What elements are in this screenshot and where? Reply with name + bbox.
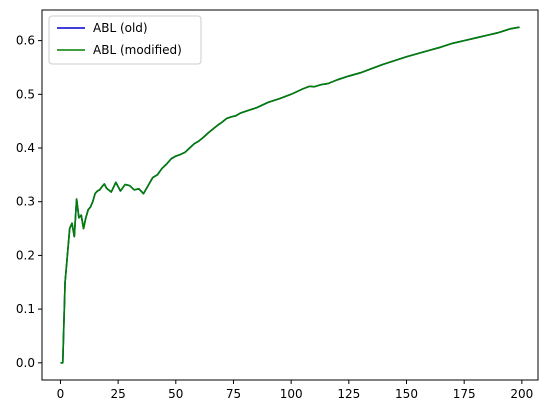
plot-area [42, 10, 538, 380]
series-line-1 [60, 26, 520, 364]
plot-frame [41, 9, 539, 381]
y-tick-label: 0.0 [16, 356, 35, 370]
legend-label-old: ABL (old) [93, 21, 148, 35]
x-tick-label: 175 [453, 387, 476, 401]
x-tick-label: 100 [280, 387, 303, 401]
y-tick-label: 0.2 [16, 248, 35, 262]
x-axis: 0 25 50 75 100 125 150 175 200 [57, 380, 533, 401]
x-tick-label: 150 [395, 387, 418, 401]
legend: ABL (old) ABL (modified) [48, 15, 202, 65]
x-tick-label: 0 [57, 387, 65, 401]
x-tick-label: 200 [510, 387, 533, 401]
y-tick-label: 0.5 [16, 87, 35, 101]
y-tick-label: 0.6 [16, 34, 35, 48]
x-tick-label: 25 [110, 387, 125, 401]
y-axis: 0.0 0.1 0.2 0.3 0.4 0.5 0.6 [16, 34, 42, 370]
legend-label-modified: ABL (modified) [93, 43, 182, 57]
legend-box [48, 15, 202, 65]
x-tick-label: 75 [226, 387, 241, 401]
series-layer [60, 26, 520, 364]
y-tick-label: 0.3 [16, 195, 35, 209]
x-tick-label: 50 [168, 387, 183, 401]
y-tick-label: 0.1 [16, 302, 35, 316]
y-tick-label: 0.4 [16, 141, 35, 155]
x-tick-label: 125 [337, 387, 360, 401]
